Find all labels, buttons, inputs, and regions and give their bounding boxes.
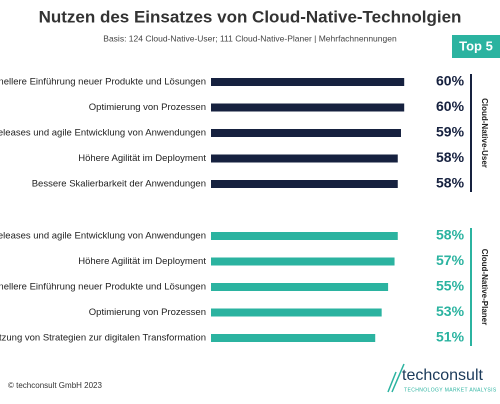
bar <box>211 334 376 342</box>
bar <box>211 180 398 188</box>
bar <box>211 103 405 112</box>
category-label: Bessere Skalierbarkeit der Anwendungen <box>32 179 206 190</box>
value-label: 58% <box>436 175 465 191</box>
subtitle: Basis: 124 Cloud-Native-User; 111 Cloud-… <box>103 33 397 43</box>
value-label: 55% <box>436 278 465 294</box>
bar <box>211 129 401 137</box>
value-label: 51% <box>436 329 465 345</box>
group-label: Cloud-Native-Planer <box>480 249 489 325</box>
value-label: 60% <box>436 98 465 114</box>
category-label: Optimierung von Prozessen <box>89 102 206 113</box>
value-label: 60% <box>436 73 465 89</box>
category-label: Unterstützung von Strategien zur digital… <box>0 333 206 344</box>
category-label: Schnellere Einführung neuer Produkte und… <box>0 282 206 293</box>
category-label: Schnellere Einführung neuer Produkte und… <box>0 77 206 88</box>
category-label: Optimierung von Prozessen <box>89 307 206 318</box>
badge-bg <box>452 35 500 58</box>
badge: Top 5 <box>459 38 493 53</box>
value-label: 58% <box>436 149 465 165</box>
category-label: Höhere Agilität im Deployment <box>78 256 206 267</box>
group-label: Cloud-Native-User <box>480 98 489 168</box>
chart-title: Nutzen des Einsatzes von Cloud-Native-Te… <box>39 7 462 26</box>
category-label: Schnelle Releases und agile Entwicklung … <box>0 128 206 139</box>
bar <box>211 283 389 291</box>
bar <box>211 154 398 163</box>
value-label: 53% <box>436 303 465 319</box>
logo-tagline: TECHNOLOGY MARKET ANALYSIS <box>404 387 497 393</box>
logo-mark <box>387 363 405 393</box>
value-label: 57% <box>436 252 465 268</box>
bar <box>211 78 405 86</box>
bar <box>211 257 395 266</box>
category-label: Schnelle Releases und agile Entwicklung … <box>0 231 206 242</box>
logo: techconsult <box>402 367 483 384</box>
value-label: 59% <box>436 124 465 140</box>
bar <box>211 308 382 317</box>
footer: © techconsult GmbH 2023 <box>8 381 102 390</box>
value-label: 58% <box>436 227 465 243</box>
bar <box>211 232 398 240</box>
category-label: Höhere Agilität im Deployment <box>78 153 206 164</box>
